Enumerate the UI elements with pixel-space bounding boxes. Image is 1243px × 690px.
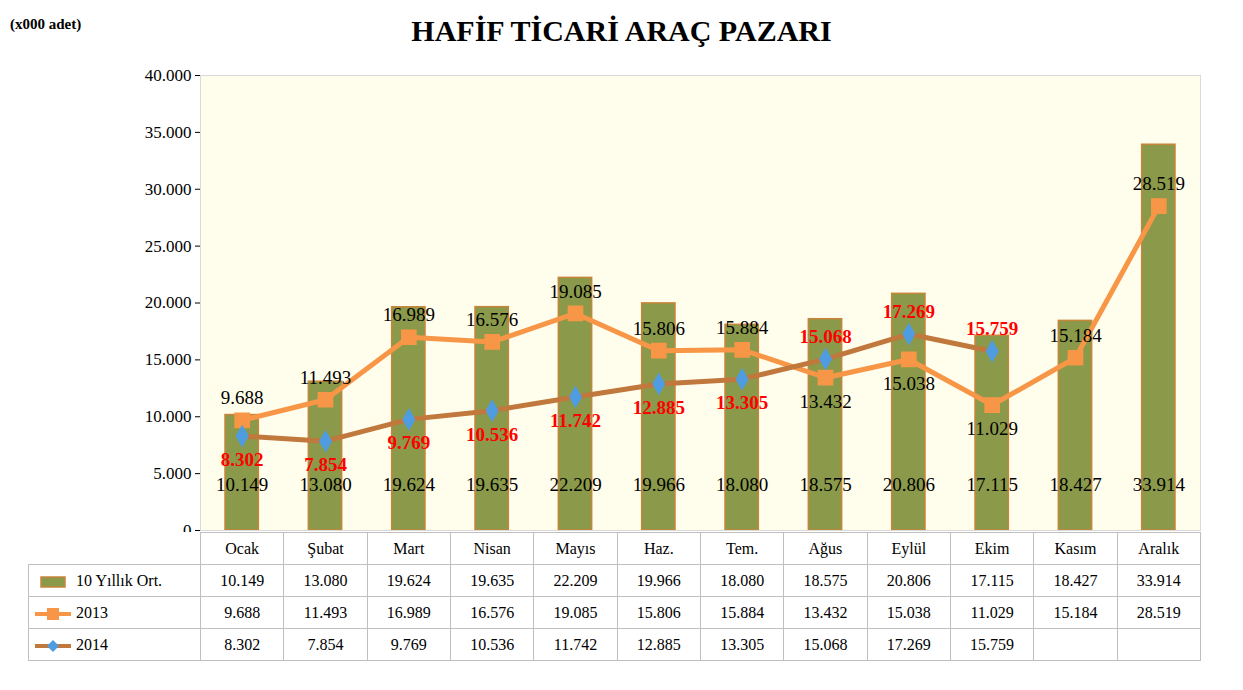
- html-text:Haz.: Haz.: [643, 539, 674, 557]
- html-text:15.184: 15.184: [1053, 603, 1098, 621]
- svg-text:11.493: 11.493: [300, 367, 352, 388]
- html-text:15.806: 15.806: [636, 603, 681, 621]
- html-text:2014: 2014: [76, 635, 108, 653]
- html-text:7.854: 7.854: [307, 635, 344, 653]
- svg-text:15.184: 15.184: [1049, 325, 1102, 346]
- svg-text:11.742: 11.742: [550, 410, 601, 431]
- html-text:(x000 adet): (x000 adet): [10, 16, 82, 32]
- svg-text:17.115: 17.115: [966, 474, 1018, 495]
- html-text:19.635: 19.635: [470, 571, 515, 589]
- html-text:19.624: 19.624: [386, 571, 431, 589]
- html-text:13.305: 13.305: [720, 635, 765, 653]
- html-text:20.806: 20.806: [886, 571, 931, 589]
- svg-text:13.080: 13.080: [299, 474, 351, 495]
- html-text:10.536: 10.536: [470, 635, 515, 653]
- html-text:11.742: 11.742: [553, 635, 598, 653]
- svg-text:25.000: 25.000: [145, 237, 192, 256]
- html-text:Eylül: Eylül: [891, 539, 927, 557]
- html-text:18.080: 18.080: [720, 571, 765, 589]
- svg-text:15.068: 15.068: [799, 326, 851, 347]
- html-text:17.269: 17.269: [886, 635, 931, 653]
- html-text:28.519: 28.519: [1136, 603, 1181, 621]
- html-text:Ekim: Ekim: [974, 539, 1010, 557]
- svg-text:19.966: 19.966: [633, 474, 685, 495]
- html-text:12.885: 12.885: [636, 635, 681, 653]
- html-text:13.080: 13.080: [303, 571, 348, 589]
- svg-text:19.635: 19.635: [466, 474, 518, 495]
- svg-text:22.209: 22.209: [549, 474, 601, 495]
- svg-text:18.080: 18.080: [716, 474, 768, 495]
- html-text:HAFİF TİCARİ ARAÇ PAZARI: HAFİF TİCARİ ARAÇ PAZARI: [411, 14, 832, 47]
- html-text:17.115: 17.115: [970, 571, 1014, 589]
- svg-text:15.884: 15.884: [716, 317, 769, 338]
- html-text:Aralık: Aralık: [1138, 539, 1180, 557]
- svg-text:17.269: 17.269: [883, 301, 935, 322]
- svg-text:20.000: 20.000: [145, 293, 192, 312]
- html-text:22.209: 22.209: [553, 571, 598, 589]
- html-text:Nisan: Nisan: [473, 539, 511, 557]
- svg-text:16.989: 16.989: [383, 304, 435, 325]
- html-text:13.432: 13.432: [803, 603, 848, 621]
- svg-text:15.806: 15.806: [633, 318, 685, 339]
- svg-text:15.000: 15.000: [145, 350, 192, 369]
- svg-text:15.759: 15.759: [966, 318, 1018, 339]
- html-text:19.085: 19.085: [553, 603, 598, 621]
- svg-text:35.000: 35.000: [145, 123, 192, 142]
- html-text:Mart: Mart: [393, 539, 425, 557]
- svg-text:9.769: 9.769: [387, 432, 430, 453]
- svg-text:12.885: 12.885: [633, 397, 685, 418]
- svg-text:33.914: 33.914: [1133, 474, 1186, 495]
- html-text:18.575: 18.575: [803, 571, 848, 589]
- svg-text:40.000: 40.000: [145, 66, 192, 85]
- html-text:9.769: 9.769: [390, 635, 427, 653]
- svg-text:16.576: 16.576: [466, 309, 518, 330]
- svg-text:19.624: 19.624: [383, 474, 436, 495]
- html-text:Ağus: Ağus: [808, 539, 843, 557]
- svg-text:10.000: 10.000: [145, 407, 192, 426]
- svg-text:15.038: 15.038: [883, 373, 935, 394]
- html-text:8.302: 8.302: [224, 635, 261, 653]
- svg-text:10.149: 10.149: [216, 474, 268, 495]
- html-text:10 Yıllık Ort.: 10 Yıllık Ort.: [76, 571, 163, 589]
- html-text:11.029: 11.029: [970, 603, 1014, 621]
- html-text:11.493: 11.493: [303, 603, 348, 621]
- html-text:33.914: 33.914: [1136, 571, 1181, 589]
- html-text:Ocak: Ocak: [225, 539, 259, 557]
- html-text:10.149: 10.149: [220, 571, 265, 589]
- svg-text:9.688: 9.688: [221, 387, 264, 408]
- html-text:Tem.: Tem.: [726, 539, 759, 557]
- svg-text:8.302: 8.302: [221, 449, 264, 470]
- svg-text:13.432: 13.432: [799, 391, 851, 412]
- html-text:18.427: 18.427: [1053, 571, 1098, 589]
- html-text:15.884: 15.884: [720, 603, 765, 621]
- html-text:Kasım: Kasım: [1054, 539, 1097, 557]
- html-text:16.576: 16.576: [470, 603, 515, 621]
- html-text:Mayıs: Mayıs: [555, 539, 596, 557]
- svg-text:28.519: 28.519: [1133, 173, 1185, 194]
- svg-text:5.000: 5.000: [153, 464, 191, 483]
- svg-text:19.085: 19.085: [549, 280, 601, 301]
- html-text:Şubat: Şubat: [307, 539, 344, 557]
- svg-text:30.000: 30.000: [145, 180, 192, 199]
- html-text:2013: 2013: [76, 603, 108, 621]
- html-text:15.068: 15.068: [803, 635, 848, 653]
- svg-text:7.854: 7.854: [304, 454, 347, 475]
- html-text:19.966: 19.966: [636, 571, 681, 589]
- svg-text:20.806: 20.806: [883, 474, 935, 495]
- html-text:16.989: 16.989: [386, 603, 431, 621]
- html-text:15.759: 15.759: [970, 635, 1015, 653]
- html-text:15.038: 15.038: [886, 603, 931, 621]
- svg-text:10.536: 10.536: [466, 424, 518, 445]
- svg-text:18.427: 18.427: [1049, 474, 1101, 495]
- svg-text:18.575: 18.575: [799, 474, 851, 495]
- html-text:9.688: 9.688: [224, 603, 261, 621]
- svg-text:13.305: 13.305: [716, 392, 768, 413]
- svg-text:0: 0: [183, 521, 192, 532]
- svg-text:11.029: 11.029: [966, 418, 1018, 439]
